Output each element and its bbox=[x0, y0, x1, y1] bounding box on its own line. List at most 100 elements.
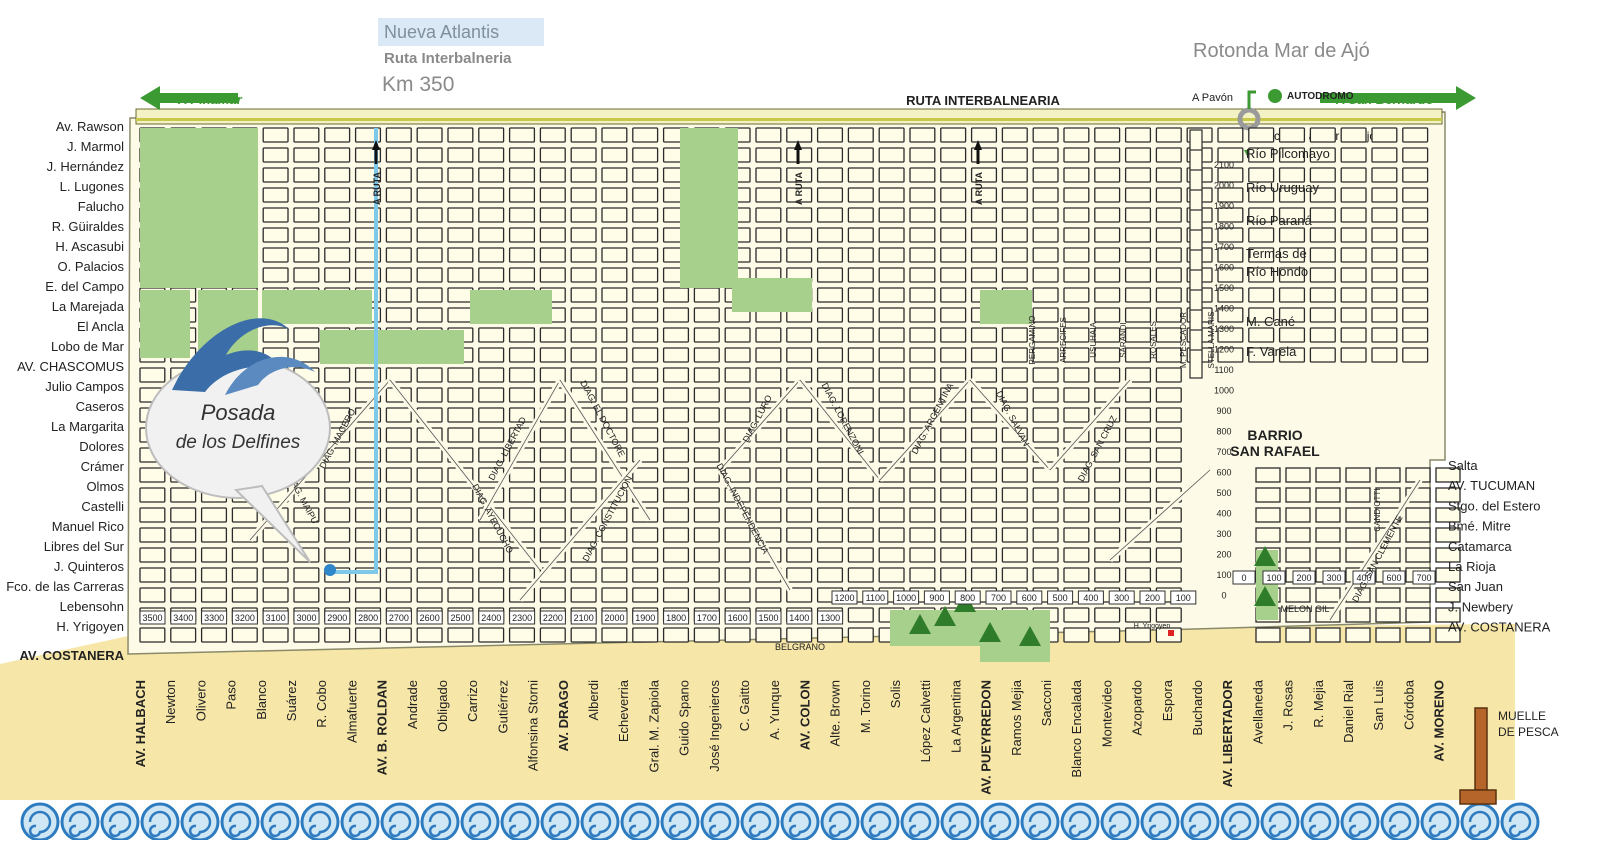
city-block bbox=[354, 587, 382, 603]
city-block bbox=[816, 527, 844, 543]
city-block bbox=[570, 187, 597, 203]
city-block bbox=[1309, 287, 1336, 303]
city-block bbox=[632, 147, 659, 163]
city-block bbox=[1155, 167, 1182, 183]
house-number: 2300 bbox=[512, 613, 532, 623]
house-number: 2000 bbox=[604, 613, 624, 623]
city-block bbox=[170, 627, 197, 643]
city-block bbox=[478, 527, 505, 543]
city-block bbox=[1063, 607, 1090, 623]
park bbox=[890, 610, 980, 646]
highway-name: RUTA INTERBALNEARIA bbox=[906, 93, 1060, 108]
street-label: Salta bbox=[1448, 458, 1478, 473]
city-block bbox=[878, 267, 905, 283]
city-block bbox=[1063, 347, 1090, 363]
a-ruta-label: A RUTA bbox=[372, 172, 382, 205]
city-block bbox=[632, 467, 659, 483]
street-label: Alte. Brown bbox=[828, 680, 843, 746]
city-block bbox=[447, 487, 474, 503]
city-block bbox=[1124, 387, 1152, 403]
city-block bbox=[632, 187, 659, 203]
city-block bbox=[1001, 347, 1028, 363]
city-block bbox=[508, 127, 536, 143]
city-block bbox=[693, 447, 720, 463]
city-block bbox=[632, 587, 659, 603]
city-block bbox=[940, 227, 967, 243]
city-block bbox=[1032, 427, 1059, 443]
city-block bbox=[324, 507, 351, 523]
city-block bbox=[447, 207, 474, 223]
city-block bbox=[1309, 167, 1336, 183]
city-block bbox=[1255, 467, 1281, 483]
city-block bbox=[1155, 387, 1182, 403]
city-block bbox=[786, 247, 813, 263]
city-block bbox=[786, 627, 813, 643]
city-block bbox=[416, 567, 443, 583]
street-label: R. Güiraldes bbox=[52, 219, 125, 234]
street-label: Echeverria bbox=[616, 679, 631, 742]
wave-curl bbox=[1268, 810, 1292, 838]
city-block bbox=[385, 527, 412, 543]
house-number: 1000 bbox=[1214, 386, 1234, 396]
city-block bbox=[878, 487, 905, 503]
wave-curl bbox=[708, 810, 732, 838]
city-block bbox=[1371, 147, 1398, 163]
logo-text: de los Delfines bbox=[176, 432, 301, 453]
house-number: 1000 bbox=[896, 593, 916, 603]
city-block bbox=[816, 167, 844, 183]
city-block bbox=[878, 427, 905, 443]
km-label: Km 350 bbox=[382, 73, 455, 96]
city-block bbox=[1371, 307, 1398, 323]
city-block bbox=[1032, 407, 1059, 423]
city-block bbox=[416, 367, 443, 383]
city-block bbox=[324, 527, 351, 543]
city-block bbox=[324, 547, 351, 563]
city-block bbox=[1285, 547, 1311, 563]
city-block bbox=[632, 407, 659, 423]
city-block bbox=[139, 547, 166, 563]
city-block bbox=[662, 467, 690, 483]
city-block bbox=[1375, 547, 1401, 563]
city-block bbox=[1155, 307, 1182, 323]
city-block bbox=[1340, 187, 1367, 203]
city-block bbox=[909, 207, 936, 223]
city-block bbox=[200, 507, 228, 523]
city-block bbox=[200, 587, 228, 603]
city-block bbox=[1315, 487, 1341, 503]
city-block bbox=[878, 207, 905, 223]
city-block bbox=[1435, 487, 1461, 503]
number-box bbox=[632, 610, 659, 625]
city-block bbox=[940, 127, 967, 143]
city-block bbox=[200, 547, 228, 563]
house-number: 3200 bbox=[235, 613, 255, 623]
city-block bbox=[262, 187, 289, 203]
city-block bbox=[570, 227, 597, 243]
city-block bbox=[1001, 267, 1028, 283]
city-block bbox=[508, 267, 536, 283]
street-label: Ramos Mejia bbox=[1009, 679, 1024, 756]
city-block bbox=[662, 447, 690, 463]
logo-pointer bbox=[233, 484, 311, 563]
street-label: Paso bbox=[224, 680, 239, 710]
city-block bbox=[508, 167, 536, 183]
number-box bbox=[139, 610, 166, 625]
city-block bbox=[1094, 447, 1121, 463]
city-block bbox=[847, 347, 874, 363]
city-block bbox=[1405, 587, 1431, 603]
city-block bbox=[539, 227, 566, 243]
city-block bbox=[1032, 247, 1059, 263]
city-block bbox=[1402, 347, 1429, 363]
number-box bbox=[923, 590, 950, 605]
city-block bbox=[940, 427, 967, 443]
city-block bbox=[1124, 327, 1152, 343]
city-block bbox=[693, 527, 720, 543]
wave-curl bbox=[1308, 810, 1332, 838]
city-block bbox=[1094, 147, 1121, 163]
city-block bbox=[970, 407, 998, 423]
diagonal-edge bbox=[879, 379, 971, 481]
city-block bbox=[1032, 267, 1059, 283]
house-number: 400 bbox=[1356, 573, 1371, 583]
city-block bbox=[478, 187, 505, 203]
